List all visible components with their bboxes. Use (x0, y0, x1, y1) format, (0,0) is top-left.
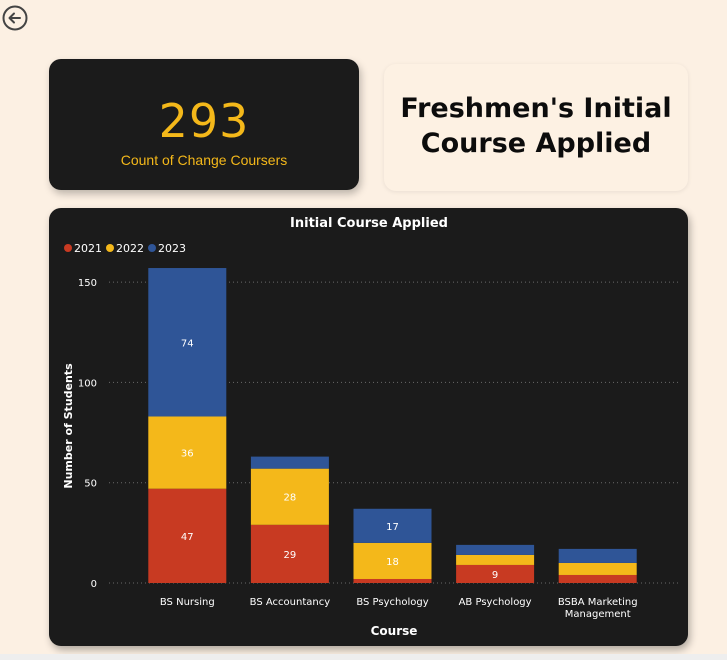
x-tick-label: Management (565, 609, 631, 620)
bar-2023-1[interactable] (250, 456, 329, 469)
chart-card: Initial Course Applied 2021 2022 2023 0 50 1… (49, 208, 688, 646)
chart-legend: 2021 2022 2023 (64, 242, 186, 255)
data-label: 18 (386, 557, 399, 568)
chart-title: Initial Course Applied (290, 216, 448, 231)
data-label: 17 (386, 522, 399, 533)
bar-2023-0[interactable] (148, 268, 227, 417)
kpi-card: 293 Count of Change Coursers (49, 59, 359, 190)
data-label: 28 (284, 493, 297, 504)
x-axis: BS Nursing BS Accountancy BS Psychology AB … (160, 597, 638, 620)
legend-marker-2022[interactable] (106, 244, 114, 252)
bar-2021-1[interactable] (250, 524, 329, 583)
data-label: 74 (181, 338, 194, 349)
y-axis-label: Number of Students (62, 363, 75, 489)
data-label: 47 (181, 532, 194, 543)
back-arrow-icon[interactable] (2, 5, 28, 31)
bar-2021-0[interactable] (148, 488, 227, 583)
data-label: 9 (492, 570, 498, 581)
bar-2021-4[interactable] (558, 574, 637, 583)
x-tick-label: BS Accountancy (250, 597, 331, 608)
y-tick-label: 0 (91, 579, 97, 590)
bar-2022-0[interactable] (148, 416, 227, 489)
bar-2022-1[interactable] (250, 468, 329, 525)
x-tick-label: BS Psychology (356, 597, 428, 608)
chart-bars: 47 36 74 29 28 18 17 9 (148, 268, 637, 583)
bar-2021-3[interactable] (456, 564, 535, 583)
page-title-line2: Course Applied (420, 128, 652, 159)
stacked-bar-chart: Initial Course Applied 2021 2022 2023 0 50 1… (62, 216, 679, 638)
data-label: 29 (284, 550, 297, 561)
x-tick-label: BSBA Marketing (558, 597, 638, 608)
bar-2022-3[interactable] (456, 554, 535, 565)
x-tick-label: BS Nursing (160, 597, 215, 608)
bar-2023-2[interactable] (353, 508, 432, 543)
bottom-strip (0, 654, 727, 660)
legend-marker-2021[interactable] (64, 244, 72, 252)
page-title: Freshmen's Initial Course Applied (384, 91, 688, 161)
legend-marker-2023[interactable] (148, 244, 156, 252)
y-tick-label: 50 (84, 479, 97, 490)
title-card: Freshmen's Initial Course Applied (384, 64, 688, 191)
y-tick-label: 150 (78, 278, 97, 289)
y-tick-label: 100 (78, 378, 97, 389)
x-tick-label: AB Psychology (459, 597, 532, 608)
kpi-value: 293 (158, 94, 250, 148)
legend-label-2022[interactable]: 2022 (116, 242, 144, 255)
legend-label-2023[interactable]: 2023 (158, 242, 186, 255)
bar-2021-2[interactable] (353, 578, 432, 583)
bar-2023-3[interactable] (456, 544, 535, 555)
page-title-line1: Freshmen's Initial (400, 93, 672, 124)
legend-label-2021[interactable]: 2021 (74, 242, 102, 255)
y-axis: 0 50 100 150 (78, 278, 97, 590)
bar-2022-2[interactable] (353, 542, 432, 579)
bar-2023-4[interactable] (558, 548, 637, 563)
bar-2022-4[interactable] (558, 562, 637, 575)
data-label: 36 (181, 449, 194, 460)
kpi-label: Count of Change Coursers (120, 152, 288, 168)
x-axis-label: Course (371, 624, 418, 638)
